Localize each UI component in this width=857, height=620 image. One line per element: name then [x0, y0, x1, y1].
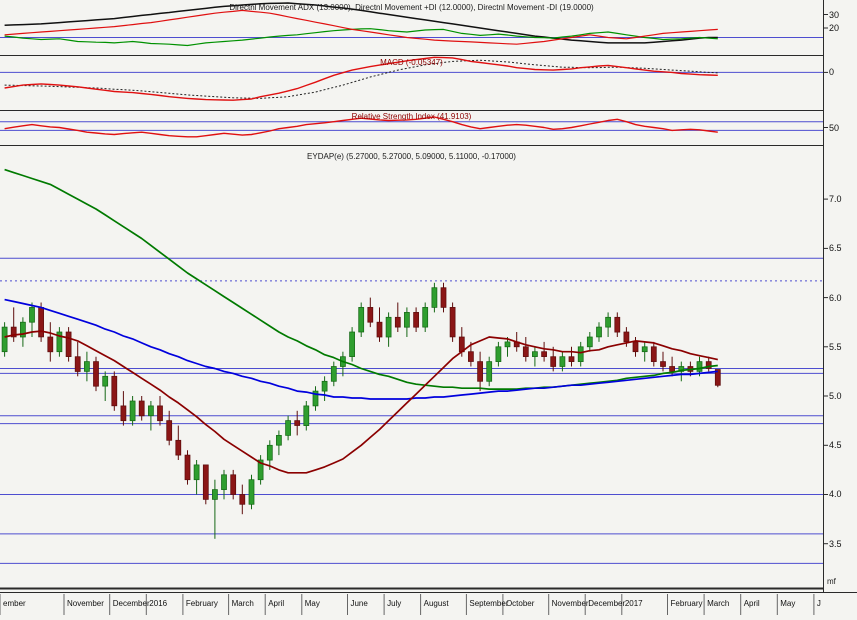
candle-bullish: [129, 400, 136, 422]
candle-bearish: [705, 361, 712, 369]
candle-bearish: [138, 400, 145, 417]
candle-bullish: [641, 346, 648, 353]
candle-bullish: [102, 375, 109, 387]
candle-bearish: [568, 356, 575, 362]
candle-bullish: [321, 380, 328, 392]
candle-bullish: [330, 366, 337, 382]
candle-bearish: [74, 356, 81, 372]
candle-bearish: [440, 287, 447, 308]
candle-bullish: [678, 366, 685, 372]
candle-bullish: [248, 479, 255, 505]
candle-bullish: [431, 287, 438, 308]
candle-bullish: [486, 361, 493, 382]
candle-bearish: [175, 439, 182, 456]
candle-bearish: [10, 326, 17, 338]
ma-short-line: [4, 330, 718, 474]
candle-bearish: [294, 420, 301, 426]
candle-bearish: [650, 346, 657, 362]
candle-bullish: [312, 390, 319, 407]
candle-bullish: [532, 351, 538, 357]
candle-bearish: [230, 474, 237, 495]
macd-line: [4, 56, 718, 101]
candle-bullish: [266, 444, 273, 461]
candle-bearish: [239, 494, 246, 505]
candle-bearish: [93, 361, 99, 387]
plus-di-line: [4, 28, 718, 47]
candle-bullish: [285, 420, 291, 436]
candle-bullish: [29, 307, 35, 323]
candle-bullish: [84, 361, 90, 372]
candle-bullish: [495, 346, 502, 362]
candle-bearish: [157, 405, 163, 422]
candle-bearish: [477, 361, 483, 382]
candle-bearish: [120, 405, 127, 422]
candle-bullish: [303, 405, 310, 426]
candle-bullish: [212, 489, 218, 500]
candle-bearish: [111, 375, 118, 407]
candle-bullish: [404, 312, 410, 328]
candle-bearish: [376, 321, 383, 338]
candle-bullish: [559, 356, 566, 367]
adx-line: [4, 2, 718, 44]
candle-bullish: [586, 336, 593, 348]
candle-bearish: [166, 420, 173, 441]
candle-bullish: [385, 316, 392, 338]
candle-bearish: [522, 346, 529, 357]
minus-di-line: [4, 9, 718, 45]
candle-bullish: [193, 464, 200, 481]
candle-bullish: [696, 361, 703, 372]
candle-bearish: [714, 369, 721, 386]
candle-bearish: [541, 351, 547, 357]
corner-label: mf: [827, 577, 836, 586]
candle-bearish: [38, 307, 44, 338]
candle-bearish: [550, 356, 557, 367]
candle-bullish: [56, 331, 63, 353]
candle-bullish: [148, 405, 154, 417]
candle-bearish: [65, 331, 72, 357]
candle-bullish: [504, 341, 511, 348]
candle-bearish: [449, 307, 456, 338]
candle-bullish: [358, 307, 365, 333]
candle-bullish: [596, 326, 602, 338]
candle-bearish: [202, 464, 209, 500]
candle-bearish: [468, 351, 474, 362]
candle-bearish: [394, 316, 401, 328]
candle-bearish: [47, 336, 54, 353]
candle-bullish: [422, 307, 429, 328]
candle-bearish: [623, 331, 630, 343]
candle-bullish: [221, 474, 227, 490]
candle-bullish: [276, 435, 282, 446]
rsi-line: [4, 116, 718, 138]
ma-mid-line: [4, 298, 718, 400]
candle-bullish: [20, 321, 26, 338]
candle-bearish: [413, 312, 419, 328]
candle-bearish: [660, 361, 666, 367]
candle-bullish: [1, 326, 8, 353]
candle-bullish: [257, 459, 264, 481]
candle-bearish: [632, 341, 639, 353]
candle-bearish: [614, 316, 621, 333]
candle-bullish: [349, 331, 355, 357]
candle-bearish: [367, 307, 374, 323]
candle-bearish: [184, 454, 191, 481]
candle-bullish: [605, 316, 611, 328]
ma-long-line: [4, 168, 718, 390]
candle-bullish: [577, 346, 584, 362]
candle-bearish: [669, 366, 675, 372]
